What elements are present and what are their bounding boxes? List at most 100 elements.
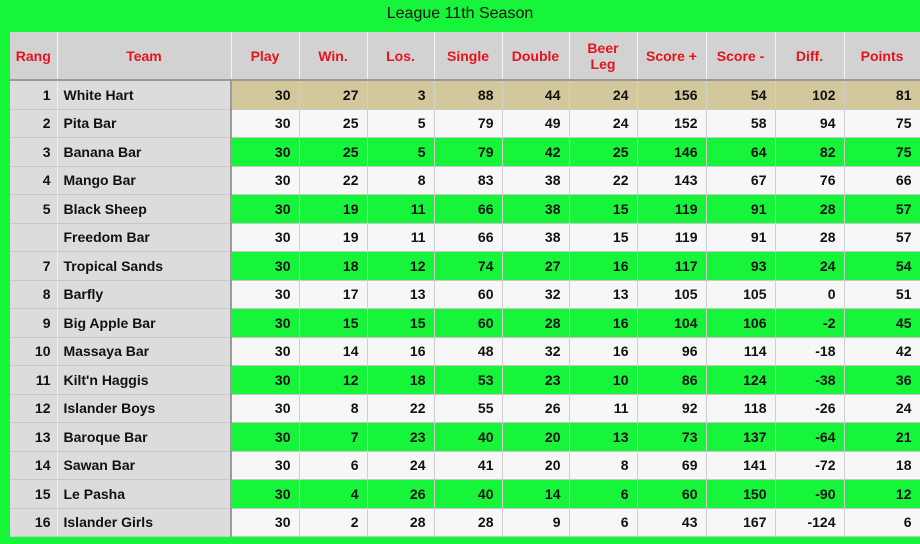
single-cell: 60: [434, 308, 503, 338]
single-cell: 40: [434, 422, 503, 452]
play-cell: 30: [231, 80, 300, 110]
points-cell: 6: [844, 508, 920, 537]
diff-cell: -26: [775, 394, 845, 423]
team-name-cell: Freedom Bar: [57, 223, 232, 252]
points-cell: 21: [844, 422, 920, 452]
column-header-play: Play: [231, 32, 300, 81]
header-row: Rang Team Play Win. Los. Single Double B…: [10, 32, 920, 81]
play-cell: 30: [231, 194, 300, 224]
los-cell: 3: [367, 80, 435, 110]
score-minus-cell: 91: [706, 223, 776, 252]
points-cell: 24: [844, 394, 920, 423]
column-header-score-minus: Score -: [706, 32, 776, 81]
beer-leg-cell: 13: [569, 422, 638, 452]
win-cell: 7: [299, 422, 368, 452]
diff-cell: -2: [775, 308, 845, 338]
column-header-win: Win.: [299, 32, 368, 81]
score-plus-cell: 43: [637, 508, 707, 537]
rank-cell: 1: [10, 80, 58, 110]
score-minus-cell: 106: [706, 308, 776, 338]
score-plus-cell: 104: [637, 308, 707, 338]
score-minus-cell: 141: [706, 451, 776, 480]
rank-cell: 15: [10, 479, 58, 509]
team-name-cell: Big Apple Bar: [57, 308, 232, 338]
los-cell: 18: [367, 365, 435, 395]
points-cell: 54: [844, 251, 920, 281]
single-cell: 60: [434, 280, 503, 309]
team-name-cell: Massaya Bar: [57, 337, 232, 366]
beer-leg-cell: 24: [569, 80, 638, 110]
beer-leg-cell: 15: [569, 194, 638, 224]
los-cell: 28: [367, 508, 435, 537]
double-cell: 32: [502, 337, 570, 366]
points-cell: 66: [844, 166, 920, 195]
score-plus-cell: 119: [637, 194, 707, 224]
single-cell: 28: [434, 508, 503, 537]
single-cell: 79: [434, 137, 503, 167]
team-name-cell: Islander Boys: [57, 394, 232, 423]
table-row: 15 Le Pasha 30 4 26 40 14 6 60 150 -90 12: [10, 479, 920, 509]
double-cell: 38: [502, 166, 570, 195]
play-cell: 30: [231, 365, 300, 395]
win-cell: 25: [299, 109, 368, 138]
double-cell: 20: [502, 451, 570, 480]
los-cell: 13: [367, 280, 435, 309]
double-cell: 42: [502, 137, 570, 167]
column-header-double: Double: [502, 32, 570, 81]
team-name-cell: Banana Bar: [57, 137, 232, 167]
beer-leg-cell: 11: [569, 394, 638, 423]
score-plus-cell: 146: [637, 137, 707, 167]
table-row: 8 Barfly 30 17 13 60 32 13 105 105 0 51: [10, 280, 920, 309]
column-header-los: Los.: [367, 32, 435, 81]
beer-leg-cell: 13: [569, 280, 638, 309]
los-cell: 11: [367, 223, 435, 252]
score-minus-cell: 105: [706, 280, 776, 309]
los-cell: 15: [367, 308, 435, 338]
points-cell: 12: [844, 479, 920, 509]
los-cell: 5: [367, 137, 435, 167]
rank-cell: 12: [10, 394, 58, 423]
double-cell: 44: [502, 80, 570, 110]
rank-cell: 9: [10, 308, 58, 338]
beer-leg-cell: 16: [569, 251, 638, 281]
win-cell: 25: [299, 137, 368, 167]
points-cell: 45: [844, 308, 920, 338]
score-minus-cell: 91: [706, 194, 776, 224]
score-plus-cell: 92: [637, 394, 707, 423]
win-cell: 18: [299, 251, 368, 281]
table-row: 10 Massaya Bar 30 14 16 48 32 16 96 114 -18 42: [10, 337, 920, 366]
score-plus-cell: 117: [637, 251, 707, 281]
column-header-beer-leg: Beer Leg: [569, 32, 638, 81]
beer-leg-cell: 15: [569, 223, 638, 252]
diff-cell: -72: [775, 451, 845, 480]
beer-leg-cell: 10: [569, 365, 638, 395]
double-cell: 38: [502, 223, 570, 252]
rank-cell: 16: [10, 508, 58, 537]
score-plus-cell: 73: [637, 422, 707, 452]
los-cell: 5: [367, 109, 435, 138]
diff-cell: -38: [775, 365, 845, 395]
score-minus-cell: 58: [706, 109, 776, 138]
los-cell: 23: [367, 422, 435, 452]
single-cell: 40: [434, 479, 503, 509]
rank-cell: 14: [10, 451, 58, 480]
win-cell: 19: [299, 223, 368, 252]
single-cell: 83: [434, 166, 503, 195]
score-minus-cell: 150: [706, 479, 776, 509]
diff-cell: -18: [775, 337, 845, 366]
diff-cell: -90: [775, 479, 845, 509]
rank-cell: 5: [10, 194, 58, 224]
play-cell: 30: [231, 137, 300, 167]
score-minus-cell: 114: [706, 337, 776, 366]
rank-cell: 11: [10, 365, 58, 395]
diff-cell: 76: [775, 166, 845, 195]
double-cell: 23: [502, 365, 570, 395]
play-cell: 30: [231, 394, 300, 423]
column-header-single: Single: [434, 32, 503, 81]
diff-cell: 94: [775, 109, 845, 138]
score-minus-cell: 93: [706, 251, 776, 281]
single-cell: 79: [434, 109, 503, 138]
los-cell: 11: [367, 194, 435, 224]
table-row: 13 Baroque Bar 30 7 23 40 20 13 73 137 -64 21: [10, 422, 920, 452]
score-plus-cell: 119: [637, 223, 707, 252]
